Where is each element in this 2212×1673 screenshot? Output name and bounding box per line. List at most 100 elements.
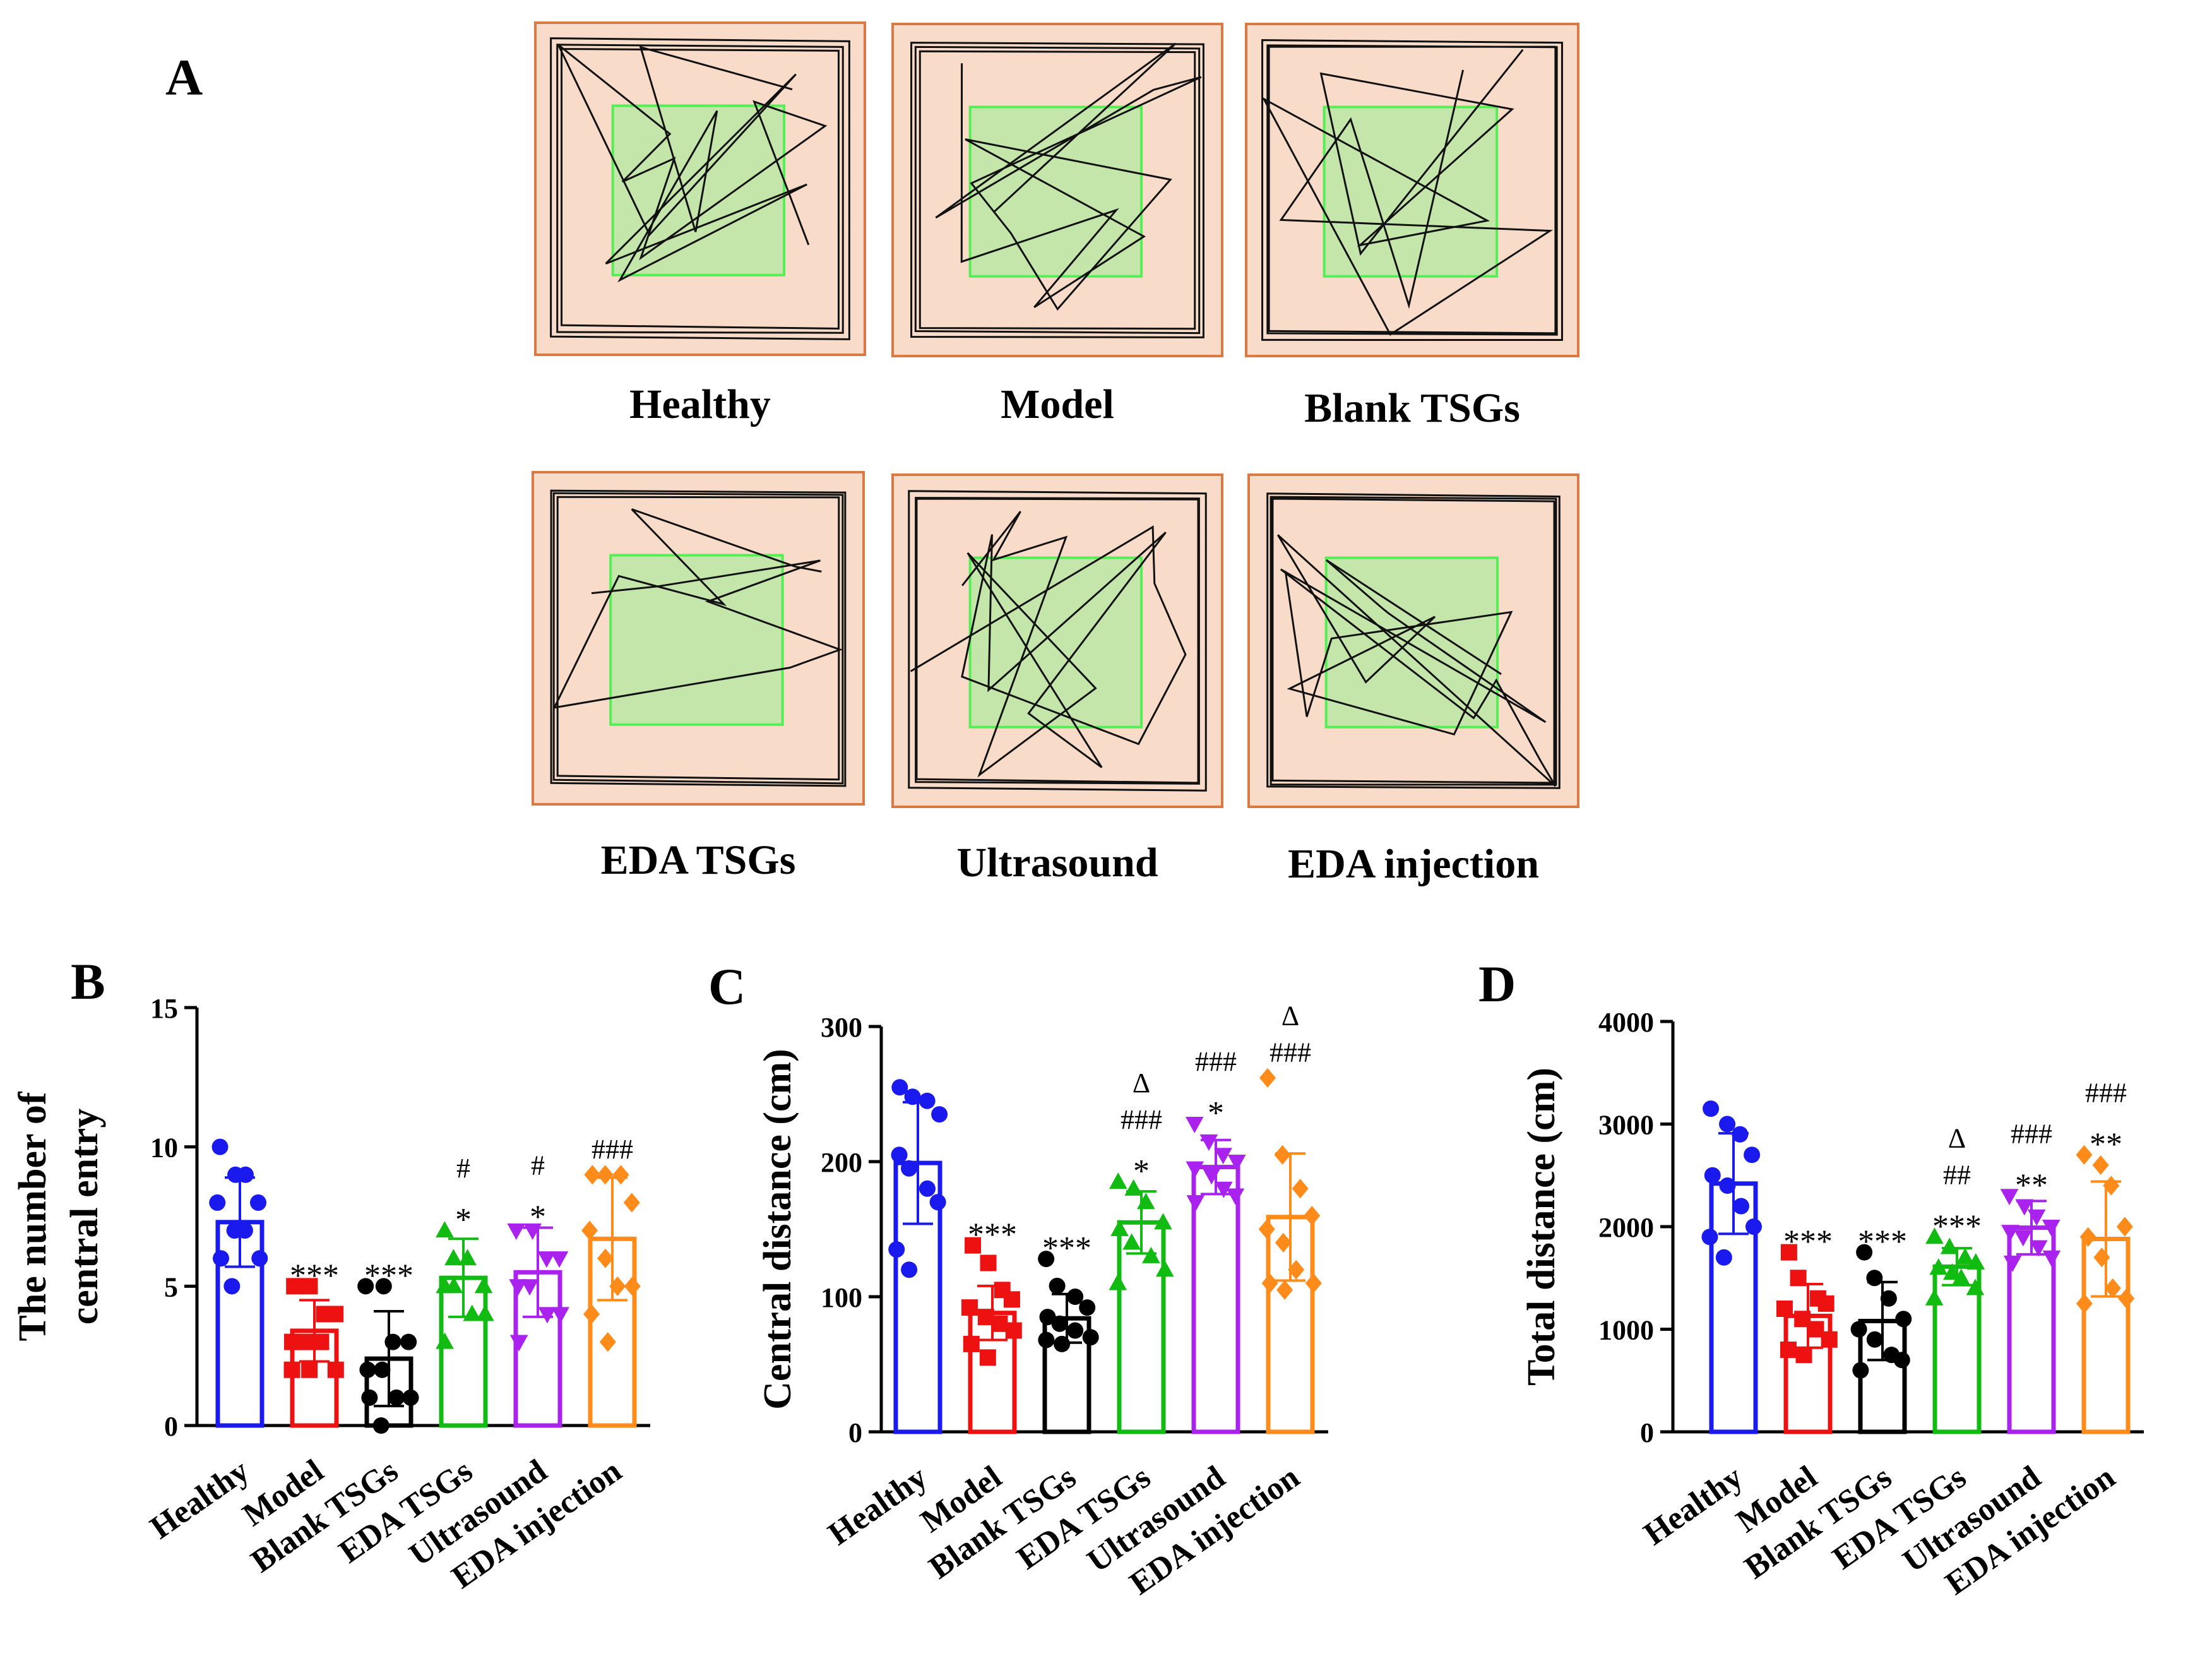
- data-point-ultrasound: [507, 1223, 526, 1241]
- data-point-eda-injection: [2076, 1145, 2093, 1165]
- significance-marker: Δ: [1948, 1122, 1966, 1153]
- data-point-model: [961, 1299, 978, 1316]
- significance-marker: #: [456, 1153, 470, 1184]
- data-point-healthy: [1704, 1167, 1721, 1184]
- panel-label-c: C: [708, 958, 746, 1015]
- data-point-model: [963, 1335, 980, 1352]
- data-point-blank-tsgs: [1866, 1270, 1883, 1287]
- data-point-model: [327, 1306, 344, 1323]
- data-point-ultrasound: [2001, 1225, 2019, 1242]
- data-point-blank-tsgs: [388, 1389, 405, 1406]
- arena-label-eda-injection: EDA injection: [1288, 841, 1539, 887]
- data-point-eda-tsgs: [436, 1332, 454, 1349]
- data-point-model: [301, 1278, 318, 1295]
- data-point-blank-tsgs: [1067, 1289, 1084, 1305]
- data-point-eda-injection: [2103, 1176, 2120, 1196]
- significance-marker: ***: [968, 1217, 1017, 1253]
- data-point-healthy: [919, 1092, 936, 1109]
- data-point-model: [312, 1333, 330, 1350]
- panel-label-d: D: [1478, 955, 1516, 1013]
- significance-marker: ###: [592, 1134, 633, 1165]
- data-point-eda-injection: [1261, 1273, 1278, 1294]
- data-point-eda-injection: [1275, 1232, 1292, 1253]
- x-tick-label-healthy: Healthy: [1638, 1459, 1749, 1552]
- significance-marker: *: [455, 1202, 472, 1238]
- data-point-healthy: [1715, 1249, 1732, 1266]
- data-point-model: [1780, 1342, 1797, 1358]
- data-point-eda-tsgs: [1122, 1233, 1141, 1250]
- arena-center-zone-eda-tsgs: [609, 554, 784, 726]
- significance-marker: ##: [1943, 1159, 1971, 1190]
- data-point-model: [1005, 1322, 1022, 1339]
- arena-center-zone-healthy: [611, 104, 786, 277]
- data-point-model: [283, 1361, 300, 1378]
- data-point-ultrasound: [550, 1251, 569, 1268]
- data-point-healthy: [1733, 1198, 1750, 1215]
- data-point-eda-injection: [2076, 1294, 2093, 1314]
- data-point-model: [991, 1315, 1008, 1332]
- data-point-ultrasound: [2015, 1199, 2034, 1216]
- data-point-ultrasound: [2003, 1255, 2022, 1272]
- data-point-model: [980, 1254, 997, 1271]
- significance-marker: ###: [2085, 1077, 2127, 1108]
- data-point-blank-tsgs: [1049, 1277, 1066, 1294]
- data-point-ultrasound: [2030, 1240, 2048, 1257]
- data-point-healthy: [891, 1146, 908, 1164]
- arena-trajectory-ultrasound: [908, 490, 1207, 792]
- significance-marker: *: [530, 1200, 546, 1235]
- significance-marker: ***: [1858, 1224, 1907, 1260]
- data-point-eda-injection: [1259, 1068, 1276, 1088]
- arena-label-model: Model: [1001, 381, 1114, 427]
- data-point-healthy: [209, 1194, 226, 1211]
- data-point-ultrasound: [509, 1279, 528, 1296]
- significance-marker: ###: [1270, 1037, 1311, 1068]
- data-point-eda-tsgs: [1940, 1237, 1959, 1254]
- data-point-eda-tsgs: [463, 1304, 482, 1321]
- y-tick-label: 300: [821, 1012, 862, 1043]
- data-point-ultrasound: [523, 1223, 542, 1241]
- data-point-eda-tsgs: [1943, 1263, 1961, 1280]
- data-point-blank-tsgs: [1850, 1321, 1867, 1338]
- data-point-model: [299, 1333, 316, 1350]
- data-point-ultrasound: [537, 1251, 556, 1268]
- data-point-healthy: [251, 1250, 268, 1267]
- data-point-blank-tsgs: [359, 1361, 376, 1378]
- data-point-ultrasound: [1185, 1117, 1204, 1134]
- y-tick-label: 0: [164, 1411, 178, 1442]
- significance-marker: **: [2015, 1167, 2048, 1203]
- data-point-blank-tsgs: [372, 1417, 389, 1434]
- data-point-ultrasound: [2014, 1230, 2033, 1247]
- data-point-blank-tsgs: [1039, 1309, 1056, 1326]
- chart-c: C 0 100 200 300 Central distance (cm) Healthy *…: [708, 958, 1328, 1602]
- data-point-blank-tsgs: [1038, 1331, 1055, 1349]
- data-point-eda-tsgs: [458, 1249, 477, 1266]
- arena-trajectory-model: [910, 42, 1204, 338]
- y-tick-label: 2000: [1598, 1212, 1654, 1243]
- data-point-eda-tsgs: [1142, 1246, 1160, 1263]
- y-tick-label: 10: [150, 1133, 178, 1164]
- data-point-model: [1780, 1244, 1797, 1261]
- y-tick-label: 0: [848, 1417, 862, 1448]
- significance-marker: *: [1133, 1153, 1150, 1189]
- data-point-blank-tsgs: [384, 1333, 401, 1350]
- data-point-eda-injection: [623, 1193, 640, 1213]
- y-tick-label: 0: [1640, 1417, 1654, 1448]
- data-point-eda-tsgs: [1109, 1273, 1127, 1290]
- y-axis-label-line: The number of: [11, 1091, 54, 1341]
- y-tick-label: 4000: [1598, 1007, 1654, 1038]
- significance-marker: ###: [2011, 1118, 2052, 1149]
- data-point-ultrasound: [509, 1335, 528, 1352]
- data-point-blank-tsgs: [375, 1278, 392, 1295]
- data-point-eda-injection: [609, 1276, 626, 1296]
- data-point-eda-injection: [1305, 1273, 1322, 1294]
- significance-marker: ###: [1121, 1104, 1162, 1135]
- arena-label-ultrasound: Ultrasound: [956, 840, 1158, 886]
- data-point-healthy: [1732, 1126, 1749, 1143]
- data-point-eda-injection: [1288, 1259, 1305, 1280]
- data-point-ultrasound: [2027, 1209, 2046, 1226]
- chart-b: B 0 5 10 15 The number of central entry Healthy…: [11, 953, 650, 1596]
- significance-marker: ***: [290, 1258, 339, 1294]
- data-point-blank-tsgs: [374, 1361, 391, 1378]
- data-point-eda-tsgs: [1925, 1227, 1944, 1244]
- data-point-healthy: [1701, 1229, 1718, 1246]
